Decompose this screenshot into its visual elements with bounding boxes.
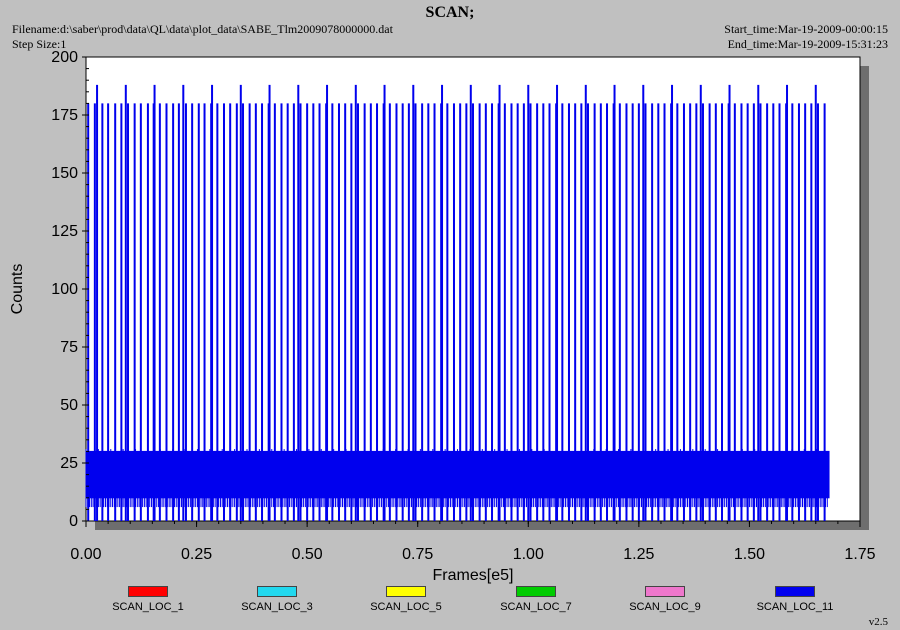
legend-label: SCAN_LOC_5 (370, 601, 442, 613)
x-tick-label: 0.00 (70, 546, 101, 563)
start-time-label: Start_time:Mar-19-2009-00:00:15 (724, 22, 888, 36)
legend-swatch (128, 586, 168, 597)
legend-label: SCAN_LOC_3 (241, 601, 313, 613)
legend-label: SCAN_LOC_1 (112, 601, 184, 613)
filename-label: Filename:d:\saber\prod\data\QL\data\plot… (12, 22, 393, 36)
legend-label: SCAN_LOC_7 (500, 601, 572, 613)
legend-swatch (516, 586, 556, 597)
y-axis-label: Counts (9, 264, 26, 315)
legend-item-scan-loc-1: SCAN_LOC_1 (93, 586, 203, 613)
legend-swatch (645, 586, 685, 597)
legend-item-scan-loc-9: SCAN_LOC_9 (610, 586, 720, 613)
x-tick-label: 1.50 (734, 546, 765, 563)
x-tick-label: 0.75 (402, 546, 433, 563)
legend-item-scan-loc-5: SCAN_LOC_5 (351, 586, 461, 613)
y-tick-label: 150 (51, 165, 78, 182)
legend-label: SCAN_LOC_9 (629, 601, 701, 613)
x-tick-label: 1.25 (623, 546, 654, 563)
version-label: v2.5 (868, 616, 888, 628)
y-tick-label: 200 (51, 49, 78, 66)
legend-item-scan-loc-7: SCAN_LOC_7 (481, 586, 591, 613)
legend-swatch (775, 586, 815, 597)
x-tick-label: 0.25 (181, 546, 212, 563)
x-tick-label: 1.75 (844, 546, 875, 563)
chart-title: SCAN; (425, 4, 475, 21)
y-tick-label: 175 (51, 107, 78, 124)
x-tick-label: 1.00 (513, 546, 544, 563)
legend-swatch (386, 586, 426, 597)
legend-item-scan-loc-11: SCAN_LOC_11 (740, 586, 850, 613)
y-tick-label: 50 (60, 397, 78, 414)
y-tick-label: 25 (60, 455, 78, 472)
step-size-label: Step Size:1 (12, 37, 67, 51)
end-time-label: End_time:Mar-19-2009-15:31:23 (727, 37, 888, 51)
series-scan-loc-11 (85, 84, 830, 521)
x-tick-label: 0.50 (292, 546, 323, 563)
y-tick-label: 75 (60, 339, 78, 356)
legend-item-scan-loc-3: SCAN_LOC_3 (222, 586, 332, 613)
x-axis-label: Frames[e5] (433, 567, 514, 584)
y-tick-label: 100 (51, 281, 78, 298)
legend-swatch (257, 586, 297, 597)
legend-label: SCAN_LOC_11 (756, 601, 834, 613)
y-tick-label: 125 (51, 223, 78, 240)
y-tick-label: 0 (69, 513, 78, 530)
